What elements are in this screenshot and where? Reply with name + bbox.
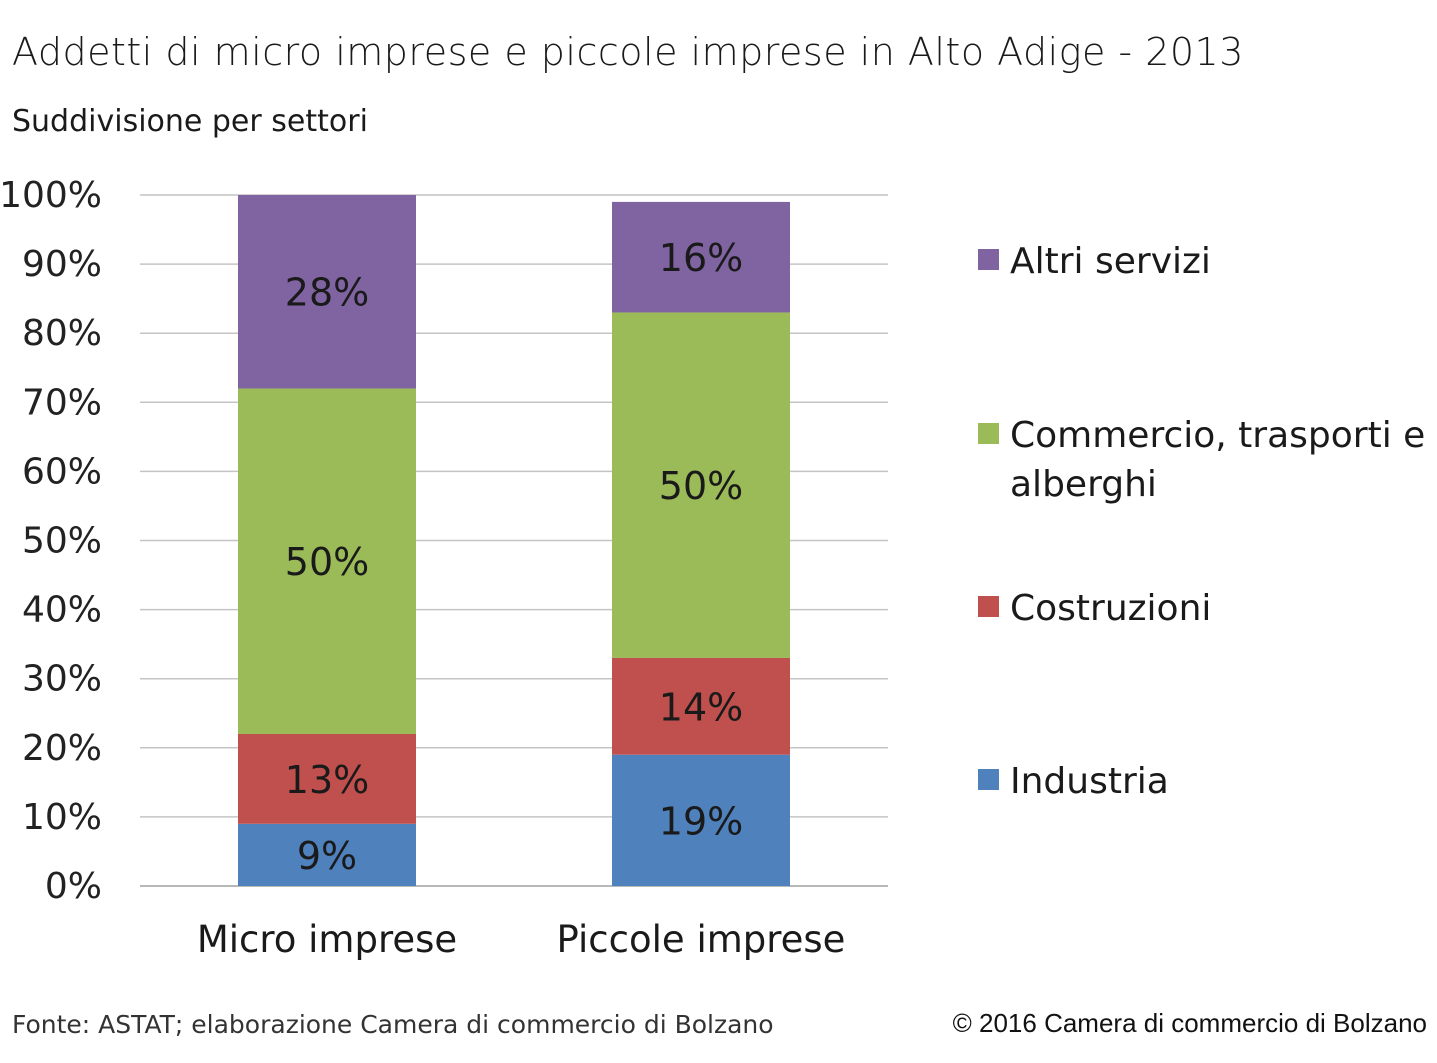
bar-segment	[612, 312, 790, 658]
data-label: 9%	[297, 834, 357, 878]
chart-title: Addetti di micro imprese e piccole impre…	[12, 30, 1244, 74]
bar-segment	[612, 201, 790, 313]
x-tick-label: Piccole imprese	[557, 918, 846, 961]
y-tick-label: 10%	[22, 797, 102, 838]
bar-segment	[238, 195, 416, 389]
y-tick-label: 40%	[22, 590, 102, 631]
data-labels: 9% 13% 50% 28% 19% 14% 50% 16%	[285, 236, 743, 878]
bar-segment	[238, 388, 416, 734]
legend-swatch	[978, 769, 999, 790]
data-label: 50%	[285, 540, 369, 584]
legend-swatch	[978, 596, 999, 617]
legend-swatch	[978, 249, 999, 270]
data-label: 14%	[659, 685, 743, 729]
y-axis-ticks: 0% 10% 20% 30% 40% 50% 60% 70% 80% 90% 100%	[0, 175, 102, 907]
y-tick-label: 60%	[22, 451, 102, 492]
bar-segment	[238, 733, 416, 824]
y-tick-label: 90%	[22, 244, 102, 285]
y-tick-label: 50%	[22, 521, 102, 562]
data-label: 16%	[659, 236, 743, 280]
legend-label: Altri servizi	[1010, 241, 1211, 282]
data-label: 28%	[285, 271, 369, 315]
legend-label: Costruzioni	[1010, 588, 1211, 629]
bars	[238, 195, 790, 886]
data-label: 50%	[659, 464, 743, 508]
y-tick-label: 80%	[22, 313, 102, 354]
legend-swatch	[978, 423, 999, 444]
copyright-note: © 2016 Camera di commercio di Bolzano	[952, 1008, 1427, 1038]
legend-label: Commercio, trasporti e alberghi	[1010, 415, 1425, 505]
legend-label: Industria	[1010, 761, 1169, 802]
bar-segment	[238, 823, 416, 886]
legend: Altri servizi Commercio, trasporti e alber…	[978, 241, 1425, 802]
data-label: 19%	[659, 799, 743, 843]
y-tick-label: 30%	[22, 659, 102, 700]
bar-segment	[612, 754, 790, 886]
y-tick-label: 20%	[22, 728, 102, 769]
chart-subtitle: Suddivisione per settori	[12, 104, 368, 139]
bar-segment	[612, 657, 790, 755]
x-axis-ticks: Micro imprese Piccole imprese	[197, 918, 846, 961]
data-label: 13%	[285, 758, 369, 802]
y-tick-label: 100%	[0, 175, 102, 216]
y-tick-label: 0%	[45, 866, 102, 907]
x-tick-label: Micro imprese	[197, 918, 457, 961]
y-tick-label: 70%	[22, 382, 102, 423]
source-note: Fonte: ASTAT; elaborazione Camera di com…	[12, 1010, 774, 1039]
